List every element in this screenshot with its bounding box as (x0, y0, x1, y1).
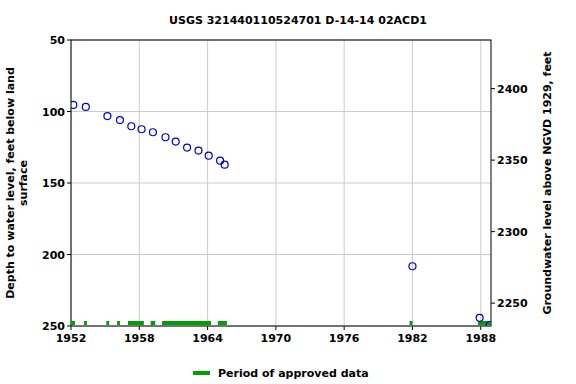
tick (67, 254, 71, 255)
label-line: surface (17, 160, 30, 206)
label-line: Depth to water level, feet below land (4, 67, 17, 299)
tick-label: 2300 (497, 226, 528, 239)
data-point (221, 161, 228, 168)
data-point (138, 126, 145, 133)
grid-line (71, 183, 491, 184)
tick (275, 326, 276, 330)
data-point (104, 113, 111, 120)
data-point (172, 138, 179, 145)
approved-period (218, 321, 227, 325)
chart: USGS 321440110524701 D-14-14 02ACD1 1952 1… (0, 0, 576, 384)
tick-label: 1976 (329, 332, 360, 345)
approved-period (71, 321, 75, 325)
tick (491, 231, 495, 232)
data-point (71, 101, 77, 108)
tick (491, 303, 495, 304)
plot-frame (71, 40, 491, 326)
approved-period (106, 321, 109, 325)
tick-label: 100 (42, 106, 65, 119)
tick (139, 326, 140, 330)
data-point (162, 134, 169, 141)
approved-period (84, 321, 87, 325)
data-point (149, 129, 156, 136)
y-axis-label: Depth to water level, feet below landsur… (4, 67, 30, 299)
tick (412, 326, 413, 330)
tick-label: 1964 (192, 332, 223, 345)
tick (480, 326, 481, 330)
tick-label: 1982 (397, 332, 428, 345)
tick (491, 160, 495, 161)
tick (67, 326, 71, 327)
data-point (476, 314, 483, 321)
data-point (409, 263, 416, 270)
data-point (205, 152, 212, 159)
data-point (128, 123, 135, 130)
data-point (195, 147, 202, 154)
tick (344, 326, 345, 330)
tick-label: 2400 (497, 83, 528, 96)
data-point (82, 103, 89, 110)
data-point (116, 117, 123, 124)
tick (67, 111, 71, 112)
plot-area (71, 101, 491, 326)
tick-label: 150 (42, 177, 65, 190)
tick (67, 183, 71, 184)
approved-period (117, 321, 120, 325)
tick-label: 250 (42, 320, 65, 333)
tick-label: 1988 (465, 332, 496, 345)
grid-line (71, 254, 491, 255)
tick-label: 1970 (261, 332, 292, 345)
data-point (486, 321, 491, 326)
y2-axis-label: Groundwater level above NGVD 1929, feet (541, 51, 554, 314)
approved-period (410, 321, 413, 325)
data-point (217, 157, 224, 164)
title: USGS 321440110524701 D-14-14 02ACD1 (169, 14, 427, 27)
tick-label: 1958 (124, 332, 155, 345)
data-point (184, 144, 191, 151)
grid-line (71, 111, 491, 112)
legend-swatch (193, 371, 210, 375)
tick (491, 88, 495, 89)
tick (207, 326, 208, 330)
approved-period (128, 321, 144, 325)
approved-period (151, 321, 156, 325)
approved-period (162, 321, 211, 325)
tick-label: 1952 (56, 332, 87, 345)
tick-label: 2350 (497, 154, 528, 167)
tick-label: 2250 (497, 297, 528, 310)
legend-label: Period of approved data (218, 367, 369, 380)
tick (67, 40, 71, 41)
tick-label: 50 (50, 34, 66, 47)
tick-label: 200 (42, 249, 65, 262)
tick (71, 326, 72, 330)
